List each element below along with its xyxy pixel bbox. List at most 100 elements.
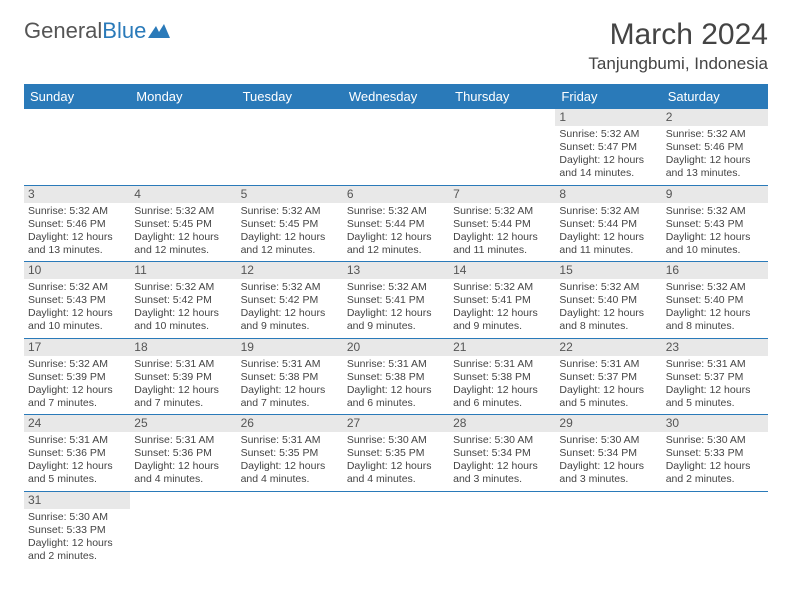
cell-line: Daylight: 12 hours <box>453 384 551 397</box>
cell-line: Sunset: 5:47 PM <box>559 141 657 154</box>
calendar-cell: 24Sunrise: 5:31 AMSunset: 5:36 PMDayligh… <box>24 415 130 492</box>
calendar-cell: 1Sunrise: 5:32 AMSunset: 5:47 PMDaylight… <box>555 109 661 185</box>
calendar-row: 17Sunrise: 5:32 AMSunset: 5:39 PMDayligh… <box>24 338 768 415</box>
brand-blue-text: Blue <box>102 18 146 44</box>
day-number: 23 <box>662 339 768 356</box>
day-number: 14 <box>449 262 555 279</box>
calendar-cell <box>343 491 449 567</box>
cell-line: Sunrise: 5:32 AM <box>347 281 445 294</box>
day-number: 22 <box>555 339 661 356</box>
cell-line: and 7 minutes. <box>134 397 232 410</box>
day-number: 30 <box>662 415 768 432</box>
cell-line: Sunrise: 5:32 AM <box>134 281 232 294</box>
cell-line: Daylight: 12 hours <box>559 460 657 473</box>
cell-line: and 4 minutes. <box>347 473 445 486</box>
cell-line: and 13 minutes. <box>666 167 764 180</box>
cell-line: Daylight: 12 hours <box>134 460 232 473</box>
calendar-cell <box>449 109 555 185</box>
calendar-row: 1Sunrise: 5:32 AMSunset: 5:47 PMDaylight… <box>24 109 768 185</box>
calendar-cell: 23Sunrise: 5:31 AMSunset: 5:37 PMDayligh… <box>662 338 768 415</box>
cell-line: and 3 minutes. <box>559 473 657 486</box>
cell-line: Sunrise: 5:32 AM <box>453 281 551 294</box>
cell-line: and 10 minutes. <box>666 244 764 257</box>
weekday-header: Friday <box>555 84 661 109</box>
calendar-cell: 30Sunrise: 5:30 AMSunset: 5:33 PMDayligh… <box>662 415 768 492</box>
calendar-cell: 5Sunrise: 5:32 AMSunset: 5:45 PMDaylight… <box>237 185 343 262</box>
cell-line: Sunrise: 5:31 AM <box>559 358 657 371</box>
cell-line: and 11 minutes. <box>559 244 657 257</box>
cell-line: Sunset: 5:44 PM <box>347 218 445 231</box>
cell-line: Daylight: 12 hours <box>28 307 126 320</box>
day-number: 19 <box>237 339 343 356</box>
cell-line: Daylight: 12 hours <box>134 307 232 320</box>
cell-line: Sunrise: 5:32 AM <box>134 205 232 218</box>
flag-icon <box>148 24 170 38</box>
cell-line: Daylight: 12 hours <box>241 231 339 244</box>
cell-line: and 12 minutes. <box>347 244 445 257</box>
cell-line: and 14 minutes. <box>559 167 657 180</box>
cell-line: Daylight: 12 hours <box>347 231 445 244</box>
cell-line: and 6 minutes. <box>453 397 551 410</box>
calendar-cell: 27Sunrise: 5:30 AMSunset: 5:35 PMDayligh… <box>343 415 449 492</box>
cell-line: Sunrise: 5:32 AM <box>559 205 657 218</box>
calendar-cell: 28Sunrise: 5:30 AMSunset: 5:34 PMDayligh… <box>449 415 555 492</box>
day-number: 13 <box>343 262 449 279</box>
day-number: 24 <box>24 415 130 432</box>
cell-line: Sunset: 5:38 PM <box>241 371 339 384</box>
brand-logo: GeneralBlue <box>24 18 170 44</box>
cell-line: Sunrise: 5:30 AM <box>453 434 551 447</box>
day-number: 6 <box>343 186 449 203</box>
calendar-cell <box>449 491 555 567</box>
cell-line: and 8 minutes. <box>559 320 657 333</box>
calendar-cell: 19Sunrise: 5:31 AMSunset: 5:38 PMDayligh… <box>237 338 343 415</box>
cell-line: and 13 minutes. <box>28 244 126 257</box>
cell-line: Daylight: 12 hours <box>28 537 126 550</box>
cell-line: Sunrise: 5:32 AM <box>453 205 551 218</box>
day-number: 16 <box>662 262 768 279</box>
calendar-row: 24Sunrise: 5:31 AMSunset: 5:36 PMDayligh… <box>24 415 768 492</box>
calendar-cell <box>343 109 449 185</box>
calendar-cell: 7Sunrise: 5:32 AMSunset: 5:44 PMDaylight… <box>449 185 555 262</box>
cell-line: Sunset: 5:34 PM <box>453 447 551 460</box>
day-number: 5 <box>237 186 343 203</box>
day-number: 10 <box>24 262 130 279</box>
cell-line: Daylight: 12 hours <box>666 384 764 397</box>
day-number: 31 <box>24 492 130 509</box>
cell-line: and 7 minutes. <box>28 397 126 410</box>
cell-line: Sunrise: 5:31 AM <box>134 434 232 447</box>
calendar-cell: 18Sunrise: 5:31 AMSunset: 5:39 PMDayligh… <box>130 338 236 415</box>
cell-line: Sunset: 5:36 PM <box>28 447 126 460</box>
calendar-cell: 12Sunrise: 5:32 AMSunset: 5:42 PMDayligh… <box>237 262 343 339</box>
calendar-cell: 14Sunrise: 5:32 AMSunset: 5:41 PMDayligh… <box>449 262 555 339</box>
cell-line: Sunset: 5:40 PM <box>666 294 764 307</box>
calendar-cell: 17Sunrise: 5:32 AMSunset: 5:39 PMDayligh… <box>24 338 130 415</box>
day-number: 18 <box>130 339 236 356</box>
day-number: 15 <box>555 262 661 279</box>
cell-line: Sunrise: 5:32 AM <box>28 358 126 371</box>
title-block: March 2024 Tanjungbumi, Indonesia <box>588 18 768 74</box>
calendar-cell: 10Sunrise: 5:32 AMSunset: 5:43 PMDayligh… <box>24 262 130 339</box>
cell-line: Sunset: 5:38 PM <box>453 371 551 384</box>
calendar-cell: 31Sunrise: 5:30 AMSunset: 5:33 PMDayligh… <box>24 491 130 567</box>
calendar-cell <box>24 109 130 185</box>
cell-line: Sunset: 5:41 PM <box>347 294 445 307</box>
day-number: 29 <box>555 415 661 432</box>
cell-line: Daylight: 12 hours <box>559 384 657 397</box>
cell-line: Daylight: 12 hours <box>666 154 764 167</box>
day-number: 11 <box>130 262 236 279</box>
cell-line: Sunrise: 5:32 AM <box>666 205 764 218</box>
cell-line: Sunset: 5:38 PM <box>347 371 445 384</box>
cell-line: Daylight: 12 hours <box>453 307 551 320</box>
cell-line: Daylight: 12 hours <box>241 307 339 320</box>
calendar-cell: 13Sunrise: 5:32 AMSunset: 5:41 PMDayligh… <box>343 262 449 339</box>
cell-line: and 5 minutes. <box>28 473 126 486</box>
calendar-cell: 6Sunrise: 5:32 AMSunset: 5:44 PMDaylight… <box>343 185 449 262</box>
day-number: 17 <box>24 339 130 356</box>
weekday-header: Saturday <box>662 84 768 109</box>
cell-line: Daylight: 12 hours <box>559 154 657 167</box>
cell-line: and 7 minutes. <box>241 397 339 410</box>
calendar-body: 1Sunrise: 5:32 AMSunset: 5:47 PMDaylight… <box>24 109 768 567</box>
calendar-cell: 16Sunrise: 5:32 AMSunset: 5:40 PMDayligh… <box>662 262 768 339</box>
cell-line: Daylight: 12 hours <box>28 460 126 473</box>
weekday-header-row: Sunday Monday Tuesday Wednesday Thursday… <box>24 84 768 109</box>
